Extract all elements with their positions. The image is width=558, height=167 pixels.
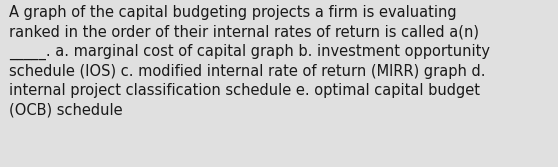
Text: A graph of the capital budgeting projects a firm is evaluating
ranked in the ord: A graph of the capital budgeting project… [9, 5, 490, 117]
